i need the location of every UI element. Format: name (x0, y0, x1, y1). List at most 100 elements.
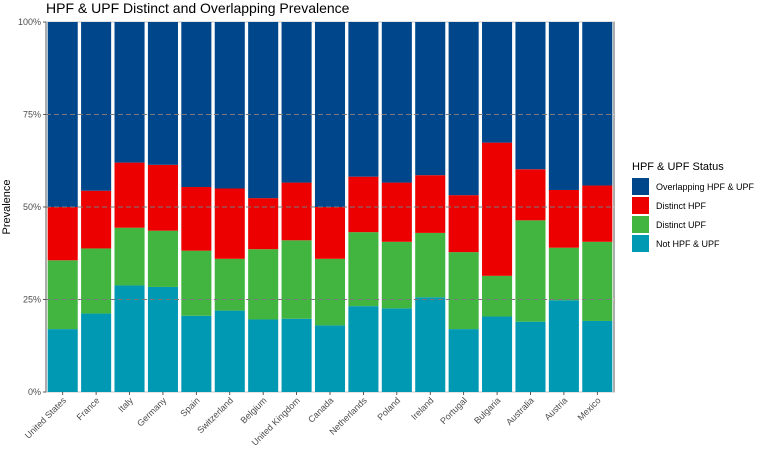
bar-distinct-upf (47, 260, 78, 330)
bar-overlapping-hpf-upf (181, 22, 212, 188)
bar-distinct-hpf (248, 198, 279, 250)
bar-distinct-hpf (448, 195, 479, 253)
legend-swatch-overlapping-hpf-upf (632, 178, 649, 195)
bar-overlapping-hpf-upf (147, 22, 178, 165)
legend-label-overlapping-hpf-upf: Overlapping HPF & UPF (656, 182, 755, 192)
bar-overlapping-hpf-upf (548, 22, 579, 190)
bar-not-hpf-upf (381, 308, 412, 392)
bar-overlapping-hpf-upf (214, 22, 245, 189)
x-tick-label: Poland (375, 395, 402, 422)
bar-distinct-upf (214, 258, 245, 311)
bar-distinct-upf (515, 220, 546, 322)
x-tick-label: Australia (504, 395, 536, 427)
bar-overlapping-hpf-upf (248, 22, 279, 199)
x-tick-label: Italy (116, 395, 135, 414)
bar-distinct-hpf (147, 164, 178, 231)
y-axis-ticks: 0% 25% 50% 75% 100% (18, 17, 46, 397)
bar-distinct-hpf (582, 185, 613, 242)
bar-distinct-upf (181, 250, 212, 316)
bar-distinct-hpf (381, 182, 412, 242)
bar-distinct-upf (248, 249, 279, 320)
bar-overlapping-hpf-upf (381, 22, 412, 183)
bar-overlapping-hpf-upf (348, 22, 379, 177)
y-axis-title: Prevalence (1, 179, 13, 234)
bar-not-hpf-upf (482, 316, 513, 392)
bar-distinct-upf (348, 232, 379, 307)
bar-not-hpf-upf (81, 313, 112, 392)
bar-overlapping-hpf-upf (81, 22, 112, 191)
x-tick-label: Canada (306, 395, 335, 424)
legend-swatch-distinct-upf (632, 216, 649, 233)
x-tick-label: Mexico (575, 395, 602, 422)
y-tick-label: 50% (23, 202, 41, 212)
bar-distinct-upf (582, 241, 613, 321)
bar-distinct-hpf (181, 187, 212, 251)
bar-overlapping-hpf-upf (415, 22, 446, 176)
x-tick-label: United States (23, 395, 69, 441)
chart-title: HPF & UPF Distinct and Overlapping Preva… (46, 0, 350, 16)
bar-distinct-upf (448, 252, 479, 330)
legend-swatch-distinct-hpf (632, 197, 649, 214)
x-tick-label: Belgium (239, 395, 269, 425)
legend-title: HPF & UPF Status (632, 161, 724, 173)
legend-label-distinct-hpf: Distinct HPF (656, 201, 707, 211)
bar-distinct-hpf (348, 176, 379, 233)
x-tick-label: Switzerland (195, 395, 235, 435)
bar-distinct-hpf (314, 207, 346, 259)
bar-not-hpf-upf (348, 306, 379, 392)
overlay-grid-lines (46, 114, 614, 300)
bar-distinct-upf (415, 232, 446, 298)
bar-distinct-upf (281, 240, 312, 319)
legend-label-not-hpf-upf: Not HPF & UPF (656, 239, 720, 249)
bar-distinct-upf (147, 230, 178, 287)
bar-distinct-upf (482, 275, 513, 317)
bar-not-hpf-upf (114, 285, 145, 392)
x-tick-label: Bulgaria (472, 395, 502, 425)
legend-swatch-not-hpf-upf (632, 235, 649, 252)
bar-distinct-hpf (47, 207, 78, 261)
bar-distinct-hpf (214, 188, 245, 259)
bar-not-hpf-upf (515, 321, 546, 392)
bar-distinct-hpf (81, 190, 112, 249)
bar-not-hpf-upf (248, 319, 279, 392)
x-tick-label: Austria (542, 395, 569, 422)
x-tick-label: Portugal (438, 395, 469, 426)
bar-distinct-upf (114, 227, 145, 286)
bar-not-hpf-upf (147, 286, 178, 392)
bar-distinct-hpf (548, 189, 579, 248)
bar-distinct-upf (81, 248, 112, 314)
bar-overlapping-hpf-upf (448, 22, 479, 196)
bar-distinct-hpf (515, 169, 546, 221)
y-tick-label: 75% (23, 110, 41, 120)
bar-not-hpf-upf (47, 329, 78, 392)
bar-not-hpf-upf (281, 318, 312, 392)
bar-overlapping-hpf-upf (582, 22, 613, 186)
legend-label-distinct-upf: Distinct UPF (656, 220, 707, 230)
bar-not-hpf-upf (181, 315, 212, 392)
legend: HPF & UPF Status Overlapping HPF & UPF Di… (632, 161, 755, 252)
bar-distinct-hpf (415, 175, 446, 233)
bar-distinct-hpf (482, 142, 513, 276)
bar-distinct-upf (381, 241, 412, 309)
bar-overlapping-hpf-upf (515, 22, 546, 170)
bar-not-hpf-upf (448, 329, 479, 392)
y-tick-label: 25% (23, 295, 41, 305)
bar-not-hpf-upf (415, 297, 446, 392)
bar-overlapping-hpf-upf (281, 22, 312, 183)
bar-not-hpf-upf (214, 310, 245, 392)
x-tick-label: Ireland (409, 395, 436, 422)
bar-distinct-upf (548, 247, 579, 301)
bar-overlapping-hpf-upf (482, 22, 513, 143)
x-axis-ticks: United States France Italy Germany SpainSwit… (23, 392, 603, 448)
y-tick-label: 100% (18, 17, 41, 27)
bar-distinct-hpf (281, 182, 312, 241)
bar-not-hpf-upf (548, 300, 579, 392)
bar-distinct-upf (314, 258, 346, 326)
bar-overlapping-hpf-upf (114, 22, 145, 163)
bar-distinct-hpf (114, 162, 145, 228)
bar-not-hpf-upf (582, 320, 613, 392)
y-tick-label: 0% (28, 387, 41, 397)
x-tick-label: Spain (178, 395, 201, 418)
x-tick-label: France (75, 395, 102, 422)
